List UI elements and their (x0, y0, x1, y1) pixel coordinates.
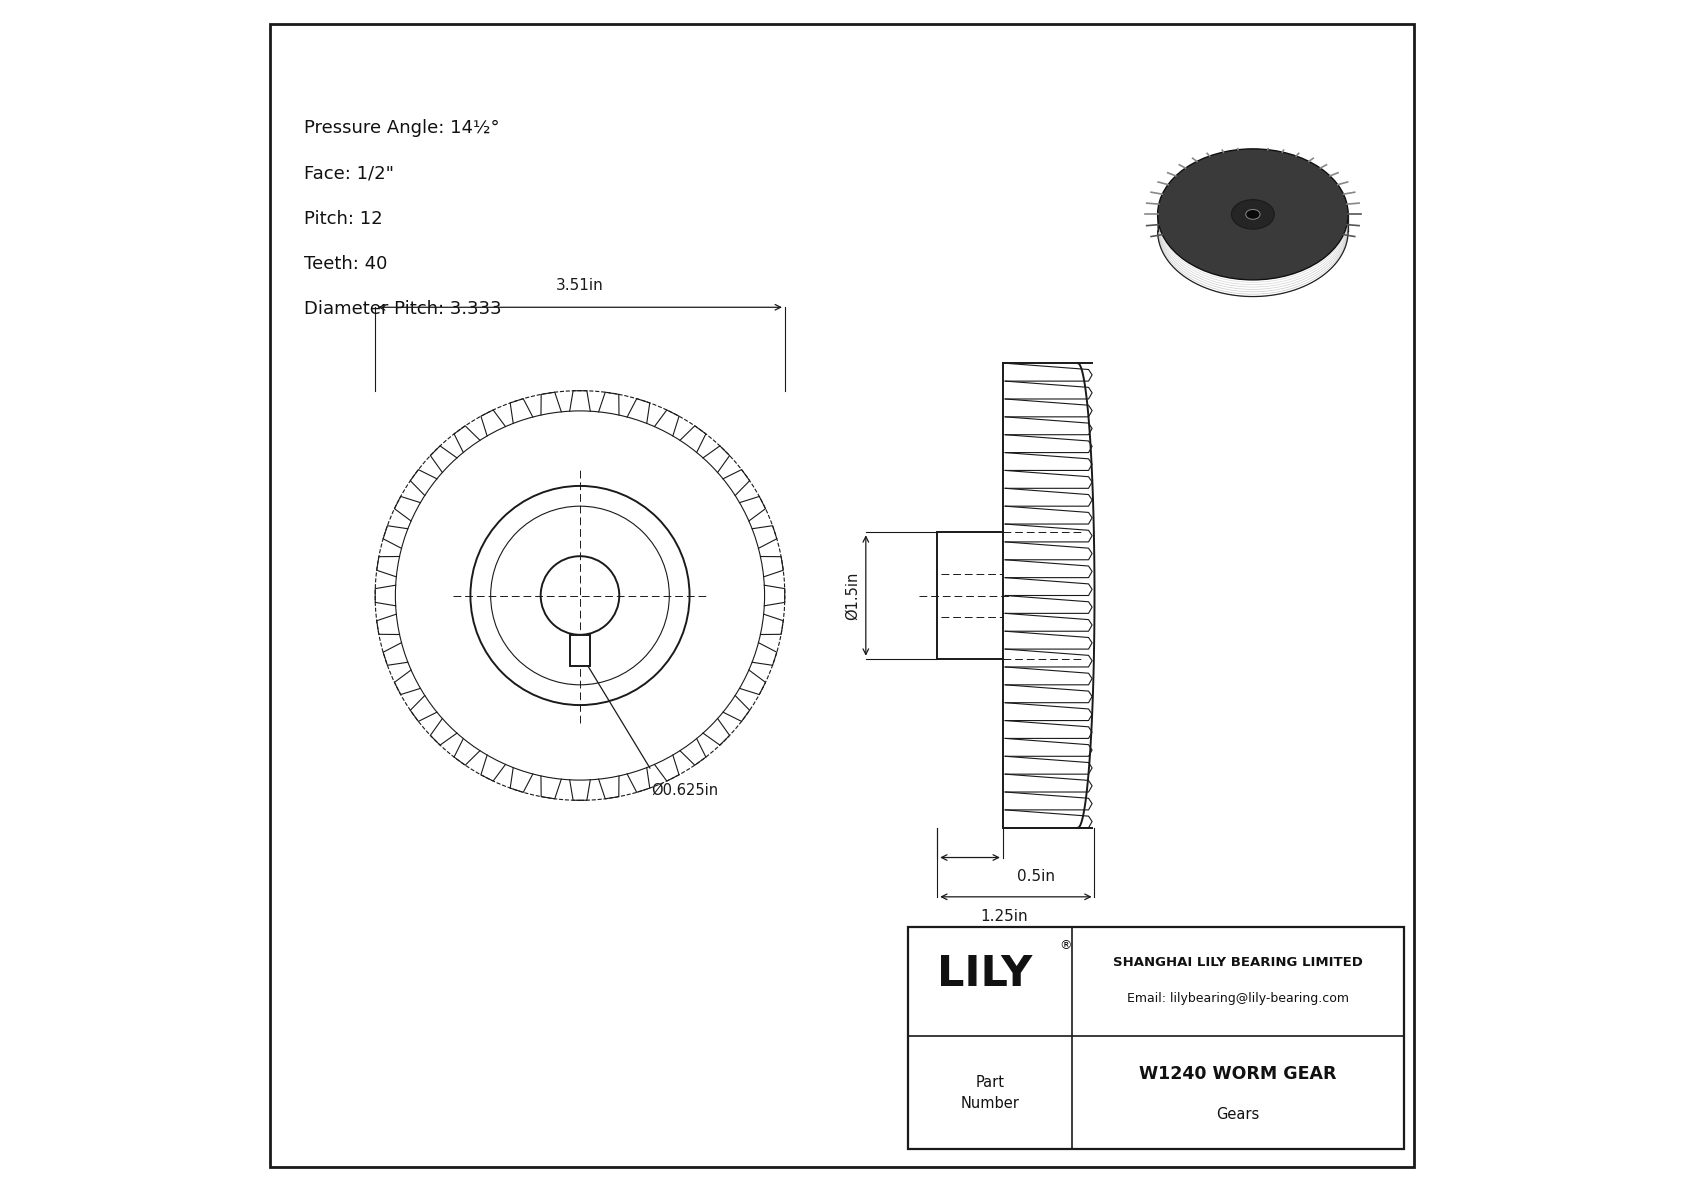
Text: Email: lilybearing@lily-bearing.com: Email: lilybearing@lily-bearing.com (1127, 992, 1349, 1004)
Text: 3.51in: 3.51in (556, 278, 605, 293)
Text: Teeth: 40: Teeth: 40 (303, 255, 387, 273)
Text: Diameter Pitch: 3.333: Diameter Pitch: 3.333 (303, 300, 502, 318)
Ellipse shape (1246, 210, 1260, 219)
Text: Pitch: 12: Pitch: 12 (303, 210, 382, 227)
Text: SHANGHAI LILY BEARING LIMITED: SHANGHAI LILY BEARING LIMITED (1113, 956, 1362, 968)
Ellipse shape (1157, 149, 1349, 280)
Text: ®: ® (1059, 940, 1071, 952)
Text: 1.25in: 1.25in (980, 909, 1027, 924)
Ellipse shape (1231, 200, 1275, 229)
Text: Pressure Angle: 14½°: Pressure Angle: 14½° (303, 119, 498, 137)
Bar (569, 635, 589, 666)
Bar (908, 927, 1404, 1149)
Text: Ø1.5in: Ø1.5in (845, 572, 861, 619)
Text: Ø0.625in: Ø0.625in (652, 782, 719, 798)
Text: 0.5in: 0.5in (1017, 869, 1056, 885)
Text: Face: 1/2": Face: 1/2" (303, 164, 394, 182)
Text: W1240 WORM GEAR: W1240 WORM GEAR (1140, 1065, 1337, 1083)
Text: Gears: Gears (1216, 1106, 1260, 1122)
Text: Part
Number: Part Number (960, 1074, 1019, 1111)
Text: LILY: LILY (938, 953, 1032, 996)
Bar (908, 927, 1404, 1149)
